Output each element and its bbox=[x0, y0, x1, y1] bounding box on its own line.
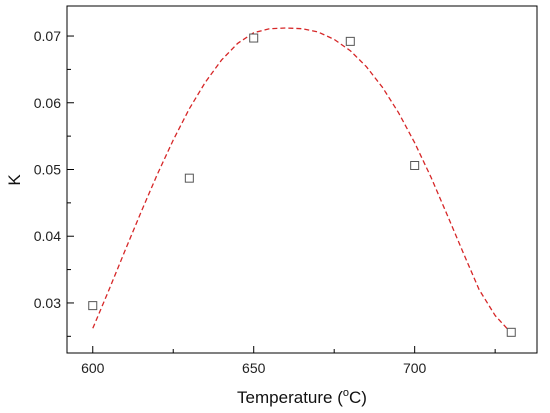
data-point bbox=[506, 327, 516, 337]
data-point bbox=[88, 301, 98, 311]
y-tick-label: 0.05 bbox=[34, 161, 61, 177]
y-tick-label: 0.06 bbox=[34, 95, 61, 111]
plot-frame bbox=[66, 5, 538, 354]
data-point bbox=[345, 36, 355, 46]
x-axis-title-text: Temperature ( bbox=[237, 388, 343, 407]
data-point bbox=[184, 173, 194, 183]
data-point bbox=[249, 33, 259, 43]
y-tick-label: 0.04 bbox=[34, 228, 61, 244]
data-points bbox=[88, 33, 516, 337]
x-tick-label: 600 bbox=[81, 360, 105, 376]
fit-curve bbox=[92, 27, 512, 334]
x-axis-title-unit: C) bbox=[349, 388, 367, 407]
y-tick-label: 0.03 bbox=[34, 295, 61, 311]
y-axis-ticks: 0.03 0.04 0.05 0.06 0.07 bbox=[34, 28, 74, 337]
y-tick-label: 0.07 bbox=[34, 28, 61, 44]
data-point bbox=[410, 160, 420, 170]
x-tick-label: 700 bbox=[403, 360, 427, 376]
x-tick-label: 650 bbox=[242, 360, 266, 376]
y-axis-title: K bbox=[5, 174, 24, 186]
x-axis-title-superscript: o bbox=[343, 387, 349, 399]
x-axis-title: Temperature (oC) bbox=[237, 387, 367, 407]
x-axis-ticks: 600 650 700 bbox=[81, 346, 496, 376]
